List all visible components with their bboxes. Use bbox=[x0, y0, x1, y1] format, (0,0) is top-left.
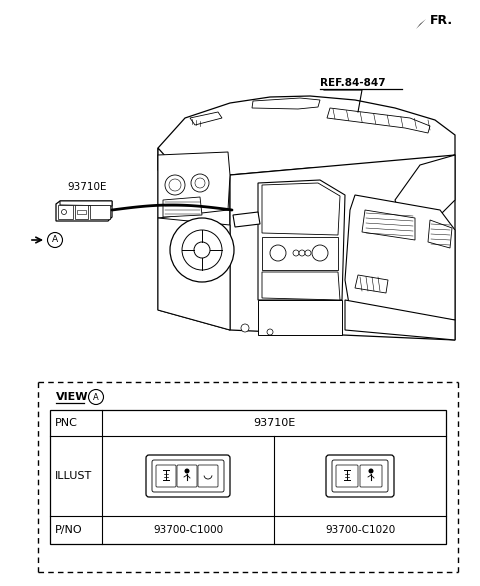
Circle shape bbox=[182, 230, 222, 270]
Circle shape bbox=[195, 178, 205, 188]
Circle shape bbox=[241, 324, 249, 332]
Polygon shape bbox=[345, 300, 455, 340]
Polygon shape bbox=[411, 19, 426, 34]
Polygon shape bbox=[355, 275, 388, 293]
Polygon shape bbox=[262, 183, 340, 235]
Text: A: A bbox=[93, 393, 99, 401]
Polygon shape bbox=[50, 410, 446, 544]
Circle shape bbox=[165, 175, 185, 195]
FancyBboxPatch shape bbox=[326, 455, 394, 497]
Text: 93700-C1000: 93700-C1000 bbox=[153, 525, 223, 535]
Polygon shape bbox=[90, 205, 110, 219]
Circle shape bbox=[191, 174, 209, 192]
FancyBboxPatch shape bbox=[177, 465, 197, 487]
FancyBboxPatch shape bbox=[146, 455, 230, 497]
Polygon shape bbox=[158, 218, 230, 330]
Polygon shape bbox=[58, 205, 73, 219]
Polygon shape bbox=[428, 220, 452, 248]
Polygon shape bbox=[327, 108, 430, 133]
Polygon shape bbox=[258, 300, 342, 335]
Text: ILLUST: ILLUST bbox=[55, 471, 92, 481]
Circle shape bbox=[305, 250, 311, 256]
Text: 93700-C1020: 93700-C1020 bbox=[325, 525, 395, 535]
Text: REF.84-847: REF.84-847 bbox=[320, 78, 385, 88]
Polygon shape bbox=[395, 155, 455, 220]
Text: PNC: PNC bbox=[55, 418, 78, 428]
Circle shape bbox=[369, 468, 373, 473]
Circle shape bbox=[194, 242, 210, 258]
Circle shape bbox=[61, 210, 67, 214]
Circle shape bbox=[88, 390, 104, 404]
Polygon shape bbox=[258, 180, 345, 300]
FancyBboxPatch shape bbox=[152, 460, 224, 492]
FancyBboxPatch shape bbox=[156, 465, 176, 487]
FancyBboxPatch shape bbox=[198, 465, 218, 487]
Text: 93710E: 93710E bbox=[67, 182, 107, 192]
Polygon shape bbox=[262, 237, 338, 270]
Polygon shape bbox=[163, 197, 202, 217]
Circle shape bbox=[312, 245, 328, 261]
Polygon shape bbox=[233, 212, 260, 227]
Text: A: A bbox=[52, 236, 58, 244]
Polygon shape bbox=[345, 195, 455, 320]
Polygon shape bbox=[75, 205, 88, 219]
Polygon shape bbox=[252, 98, 320, 109]
Polygon shape bbox=[262, 272, 340, 300]
Circle shape bbox=[267, 329, 273, 335]
Polygon shape bbox=[190, 112, 222, 125]
Circle shape bbox=[293, 250, 299, 256]
Circle shape bbox=[184, 468, 190, 473]
Polygon shape bbox=[60, 201, 112, 206]
Polygon shape bbox=[158, 148, 230, 330]
FancyBboxPatch shape bbox=[336, 465, 358, 487]
Polygon shape bbox=[77, 210, 86, 214]
Text: P/NO: P/NO bbox=[55, 525, 83, 535]
Circle shape bbox=[170, 218, 234, 282]
Circle shape bbox=[169, 179, 181, 191]
Circle shape bbox=[48, 233, 62, 247]
Text: VIEW: VIEW bbox=[56, 392, 88, 402]
Text: FR.: FR. bbox=[430, 13, 453, 26]
Polygon shape bbox=[158, 152, 230, 218]
Polygon shape bbox=[230, 155, 455, 340]
FancyBboxPatch shape bbox=[332, 460, 388, 492]
FancyBboxPatch shape bbox=[360, 465, 382, 487]
Polygon shape bbox=[362, 210, 415, 240]
Polygon shape bbox=[56, 201, 112, 221]
Polygon shape bbox=[158, 96, 455, 178]
Circle shape bbox=[270, 245, 286, 261]
Circle shape bbox=[299, 250, 305, 256]
Text: 93710E: 93710E bbox=[253, 418, 295, 428]
